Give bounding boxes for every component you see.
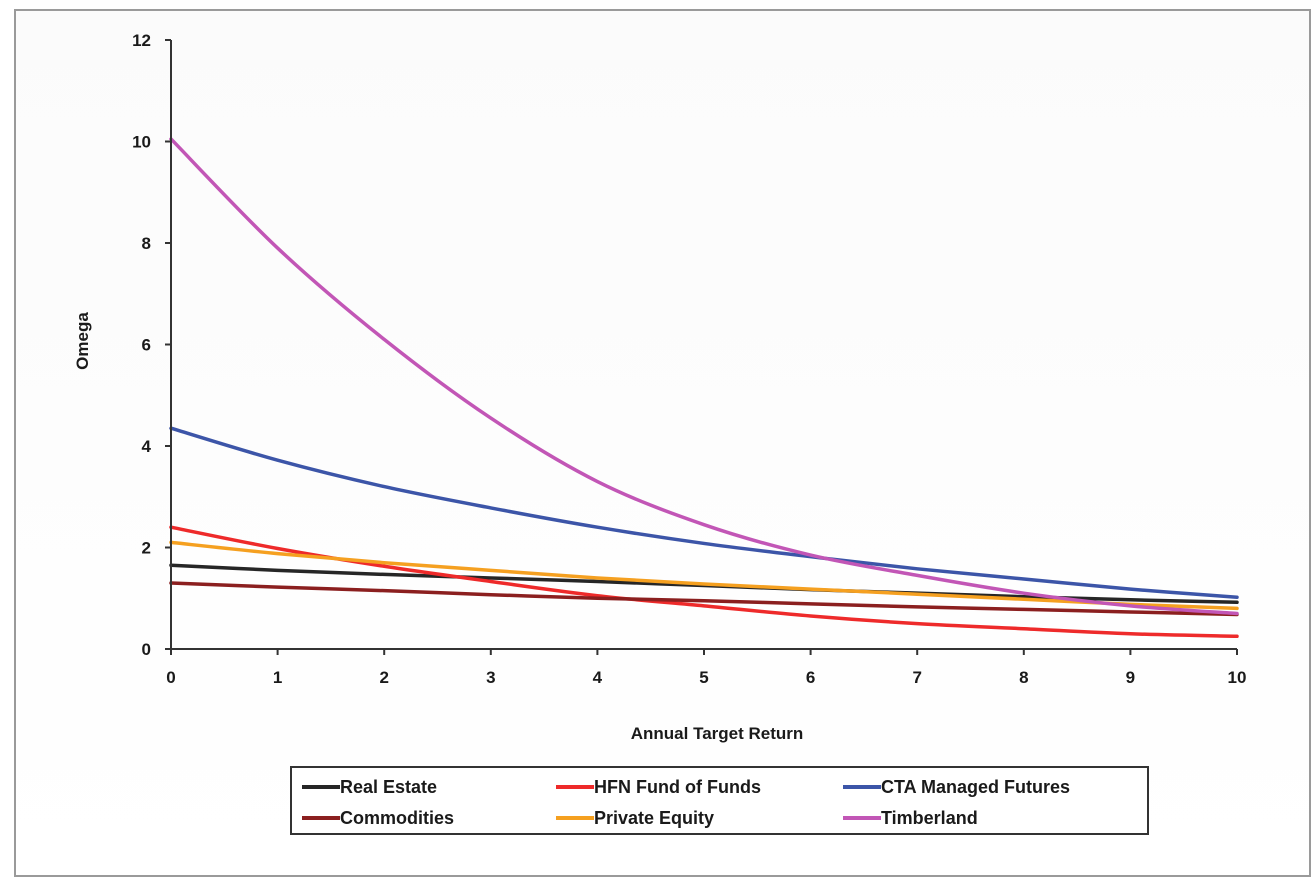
x-tick-label: 4 [593, 668, 603, 687]
legend-box [290, 766, 1149, 835]
y-tick-label: 4 [142, 437, 152, 456]
legend-item-commodities: Commodities [302, 808, 454, 828]
y-axis-title: Omega [73, 312, 92, 370]
y-ticks: 0 2 4 6 8 10 12 [132, 31, 171, 659]
y-tick-label: 2 [142, 539, 151, 558]
x-axis-title: Annual Target Return [631, 724, 804, 743]
series-line-private-equity [169, 540, 1239, 611]
legend: Real Estate HFN Fund of Funds CTA Managed … [290, 766, 1149, 835]
legend-item-real-estate: Real Estate [302, 777, 437, 797]
x-tick-label: 0 [166, 668, 175, 687]
legend-item-hfn-fund-of-funds: HFN Fund of Funds [556, 777, 761, 797]
x-tick-label: 9 [1126, 668, 1135, 687]
chart-frame [14, 9, 1311, 877]
legend-items: Real Estate HFN Fund of Funds CTA Managed … [302, 777, 1070, 828]
x-tick-label: 10 [1228, 668, 1247, 687]
x-tick-label: 3 [486, 668, 495, 687]
x-tick-label: 5 [699, 668, 708, 687]
x-tick-label: 1 [273, 668, 282, 687]
legend-item-timberland: Timberland [843, 808, 978, 828]
y-tick-label: 6 [142, 336, 151, 355]
x-ticks: 0 1 2 3 4 5 6 7 8 9 10 [166, 649, 1246, 687]
x-tick-label: 6 [806, 668, 815, 687]
x-tick-label: 2 [379, 668, 388, 687]
legend-item-private-equity: Private Equity [556, 808, 714, 828]
legend-label: Real Estate [340, 777, 437, 797]
plot-lines [169, 137, 1239, 639]
series-line-cta-managed-futures [169, 426, 1239, 599]
legend-item-cta-managed-futures: CTA Managed Futures [843, 777, 1070, 797]
x-tick-label: 7 [912, 668, 921, 687]
legend-label: HFN Fund of Funds [594, 777, 761, 797]
legend-label: Commodities [340, 808, 454, 828]
y-tick-label: 0 [142, 640, 151, 659]
legend-label: Private Equity [594, 808, 714, 828]
series-line-commodities [169, 581, 1239, 617]
y-tick-label: 10 [132, 133, 151, 152]
y-tick-label: 8 [142, 234, 151, 253]
legend-label: Timberland [881, 808, 978, 828]
x-tick-label: 8 [1019, 668, 1028, 687]
legend-label: CTA Managed Futures [881, 777, 1070, 797]
series-line-timberland [169, 137, 1239, 616]
y-tick-label: 12 [132, 31, 151, 50]
